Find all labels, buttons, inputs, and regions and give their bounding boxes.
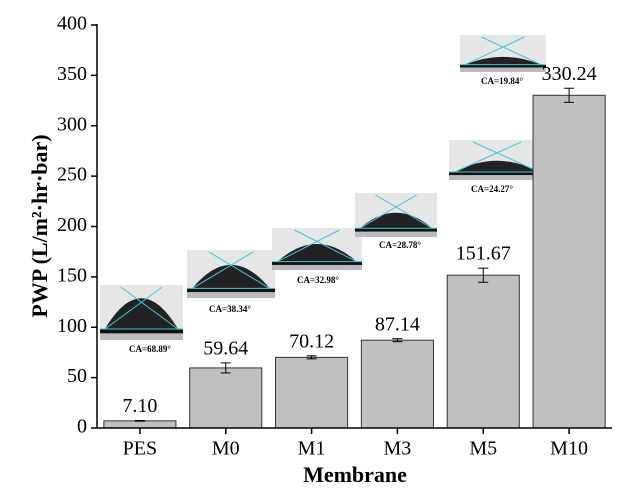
contact-angle-label: CA=38.34° bbox=[209, 304, 251, 314]
y-tick-label: 0 bbox=[77, 416, 87, 438]
x-axis-title: Membrane bbox=[303, 462, 407, 487]
substrate bbox=[355, 228, 437, 232]
bar bbox=[276, 357, 348, 428]
y-tick-label: 300 bbox=[57, 113, 87, 135]
bar bbox=[533, 95, 605, 428]
contact-angle-image bbox=[460, 35, 546, 72]
x-tick-label: M0 bbox=[212, 438, 240, 460]
contact-angle-image bbox=[100, 285, 183, 340]
reflection bbox=[460, 68, 546, 72]
y-tick-label: 100 bbox=[57, 315, 87, 337]
contact-angle-image bbox=[187, 250, 275, 298]
y-tick-label: 200 bbox=[57, 214, 87, 236]
substrate bbox=[187, 288, 275, 292]
x-tick-label: M10 bbox=[550, 438, 588, 460]
contact-angle-image bbox=[272, 228, 362, 270]
y-tick-label: 50 bbox=[67, 365, 87, 387]
reflection bbox=[449, 175, 545, 180]
contact-angle-image bbox=[449, 140, 545, 180]
value-label: 330.24 bbox=[542, 63, 597, 85]
value-label: 151.67 bbox=[456, 243, 511, 265]
chart: Membrane PWP (L/m²·hr·bar) 0 50 100 150 200 2… bbox=[0, 0, 622, 490]
y-tick-label: 350 bbox=[57, 63, 87, 85]
x-tick-label: M3 bbox=[384, 438, 412, 460]
reflection bbox=[355, 232, 437, 237]
bar bbox=[447, 275, 519, 428]
contact-angle-label: CA=19.84° bbox=[481, 76, 523, 86]
error-bar bbox=[135, 421, 145, 422]
y-tick-label: 400 bbox=[57, 13, 87, 35]
value-label: 7.10 bbox=[122, 395, 157, 417]
reflection bbox=[272, 265, 362, 270]
reflection bbox=[100, 333, 183, 340]
bar bbox=[190, 368, 262, 428]
contact-angle-label: CA=24.27° bbox=[471, 184, 513, 194]
reflection bbox=[187, 292, 275, 298]
y-tick-label: 250 bbox=[57, 164, 87, 186]
y-tick-label: 150 bbox=[57, 264, 87, 286]
contact-angle-label: CA=68.89° bbox=[129, 344, 171, 354]
value-label: 87.14 bbox=[375, 313, 420, 335]
value-label: 59.64 bbox=[203, 337, 248, 359]
contact-angle-label: CA=32.98° bbox=[297, 275, 339, 285]
contact-angle-image bbox=[355, 193, 437, 237]
x-tick-label: PES bbox=[123, 438, 157, 460]
bar bbox=[104, 421, 176, 428]
bar bbox=[361, 340, 433, 428]
substrate bbox=[272, 262, 362, 265]
x-tick-label: M5 bbox=[469, 438, 497, 460]
substrate bbox=[100, 329, 183, 333]
value-label: 70.12 bbox=[289, 330, 334, 352]
x-tick-label: M1 bbox=[298, 438, 326, 460]
contact-angle-label: CA=28.78° bbox=[379, 240, 421, 250]
y-axis-title: PWP (L/m²·hr·bar) bbox=[27, 134, 52, 317]
